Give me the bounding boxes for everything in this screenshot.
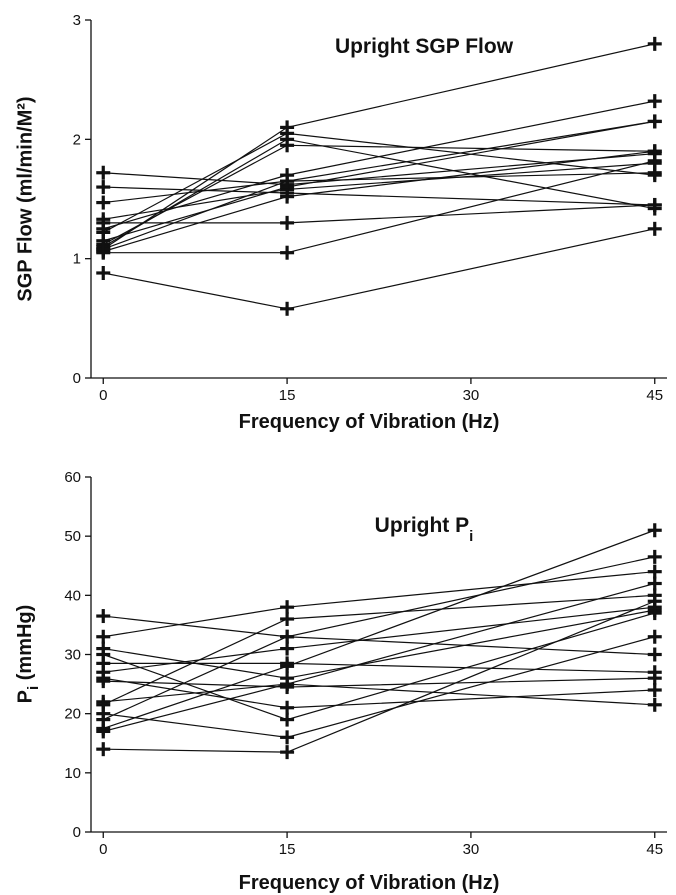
series-line [103, 529, 655, 730]
series-15 [96, 603, 662, 686]
series-15 [96, 114, 662, 257]
data-point [280, 132, 295, 147]
data-point [280, 174, 295, 189]
series-line [103, 228, 655, 310]
data-point [647, 629, 662, 644]
y-axis-title: SGP Flow (ml/min/M²) [14, 96, 36, 301]
series-line [103, 571, 655, 638]
data-point [96, 674, 111, 689]
data-point [96, 242, 111, 257]
data-point [96, 180, 111, 195]
data-point [96, 165, 111, 180]
data-point [280, 730, 295, 745]
series-line [103, 204, 655, 224]
data-point [280, 120, 295, 135]
x-tick-label: 30 [463, 387, 480, 404]
data-point [96, 609, 111, 624]
data-point [647, 153, 662, 168]
data-point [280, 301, 295, 316]
x-tick-label: 15 [279, 387, 296, 404]
x-tick-label: 0 [99, 841, 107, 858]
data-point [647, 603, 662, 618]
panel-pi: Upright Pi Frequency of Vibration (Hz) P… [14, 469, 667, 894]
data-point [280, 659, 295, 674]
data-point [96, 641, 111, 656]
series-6 [96, 138, 662, 252]
data-point [647, 697, 662, 712]
y-tick-label: 40 [64, 587, 81, 604]
panel-sgp-flow: Upright SGP Flow Frequency of Vibration … [14, 12, 667, 433]
y-tick-label: 20 [64, 706, 81, 723]
chart-title: Upright Pi [375, 514, 474, 545]
data-point [647, 683, 662, 697]
series-14 [96, 594, 662, 760]
y-tick-label: 60 [64, 469, 81, 486]
data-point [96, 221, 111, 236]
x-axis-title: Frequency of Vibration (Hz) [239, 411, 500, 433]
y-tick-label: 0 [73, 370, 81, 387]
x-tick-label: 15 [279, 841, 296, 858]
series-10 [96, 629, 662, 745]
series-line [103, 100, 655, 230]
x-axis-title: Frequency of Vibration (Hz) [239, 872, 500, 894]
data-point [647, 671, 662, 686]
series-line [103, 186, 655, 206]
data-point [647, 168, 662, 183]
axes: 0 10 20 30 40 50 60 0 15 30 45 [64, 469, 667, 858]
data-point [96, 629, 111, 644]
series-12 [96, 94, 662, 236]
data-point [280, 700, 295, 715]
data-point [280, 671, 295, 686]
data-point [647, 523, 662, 538]
y-tick-label: 0 [73, 824, 81, 841]
series-14 [96, 221, 662, 316]
series-5 [96, 600, 662, 680]
series-group [96, 36, 662, 316]
data-point [280, 629, 295, 644]
series-6 [96, 671, 662, 715]
data-point [647, 549, 662, 564]
y-axis-title: Pi (mmHg) [14, 605, 42, 704]
series-line [103, 609, 655, 679]
data-point [647, 94, 662, 109]
data-point [647, 36, 662, 51]
data-point [647, 197, 662, 212]
data-point [280, 612, 295, 626]
data-point [280, 745, 295, 760]
data-point [96, 265, 111, 280]
y-tick-label: 10 [64, 765, 81, 782]
data-point [647, 114, 662, 129]
data-point [96, 742, 111, 757]
data-point [280, 641, 295, 656]
y-tick-label: 3 [73, 12, 81, 29]
x-tick-label: 45 [646, 387, 663, 404]
y-tick-label: 1 [73, 251, 81, 268]
series-line [103, 662, 655, 673]
y-tick-label: 2 [73, 131, 81, 148]
series-line [103, 162, 655, 220]
data-point [96, 724, 111, 739]
data-point [647, 564, 662, 579]
x-tick-label: 0 [99, 387, 107, 404]
data-point [280, 245, 295, 260]
data-point [647, 221, 662, 236]
series-line [103, 636, 655, 738]
y-tick-label: 50 [64, 528, 81, 545]
x-tick-label: 30 [463, 841, 480, 858]
series-group [96, 523, 662, 760]
x-tick-label: 45 [646, 841, 663, 858]
data-point [280, 712, 295, 727]
chart-title: Upright SGP Flow [335, 35, 514, 58]
y-tick-label: 30 [64, 647, 81, 664]
data-point [96, 195, 111, 210]
data-point [647, 576, 662, 591]
data-point [280, 215, 295, 230]
data-point [280, 600, 295, 615]
data-point [647, 647, 662, 662]
series-line [103, 582, 655, 732]
